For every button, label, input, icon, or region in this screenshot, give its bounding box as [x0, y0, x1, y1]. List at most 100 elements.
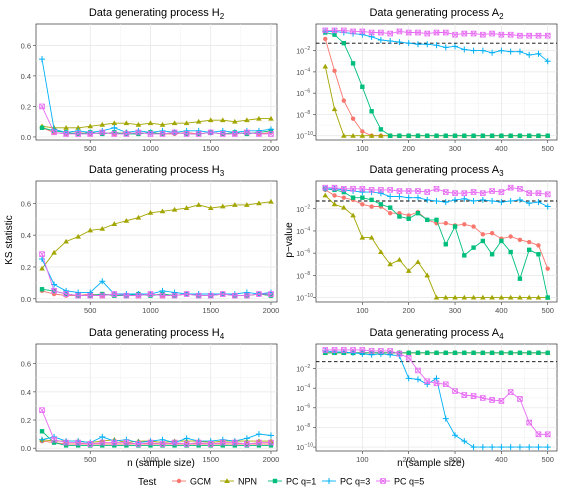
series-gcm	[323, 187, 550, 271]
data-point-pc-q-5	[498, 31, 505, 38]
data-point-npn	[171, 120, 178, 126]
data-point-pc-q-5	[507, 184, 514, 191]
data-point-pc-q-5	[526, 32, 532, 39]
data-point-pc-q-5	[123, 131, 130, 137]
data-point-pc-q-1	[545, 350, 550, 356]
data-point-pc-q-5	[171, 439, 178, 446]
data-point-pc-q-3	[359, 350, 366, 357]
y-tick-exponent: −2	[305, 204, 311, 210]
y-tick-label: 0.6	[21, 360, 31, 369]
data-point-pc-q-5	[396, 188, 403, 194]
data-point-pc-q-1	[434, 133, 439, 138]
y-tick-exponent: −10	[305, 293, 314, 299]
data-point-pc-q-3	[442, 199, 449, 206]
data-point-npn	[111, 120, 118, 126]
data-point-pc-q-5	[359, 28, 366, 35]
data-point-gcm	[369, 204, 374, 209]
data-point-pc-q-3	[255, 127, 262, 134]
data-point-pc-q-3	[39, 436, 46, 443]
data-point-npn	[256, 438, 262, 444]
data-point-pc-q-3	[489, 444, 496, 451]
y-tick-label: 0.4	[21, 72, 31, 81]
y-tick-exponent: −4	[305, 384, 311, 390]
data-point-gcm	[471, 224, 476, 229]
data-point-pc-q-3	[470, 197, 477, 204]
series-npn	[39, 198, 274, 271]
data-point-npn	[99, 438, 106, 444]
x-tick-label: 1500	[202, 144, 219, 153]
data-point-npn	[322, 63, 329, 69]
data-point-npn	[123, 120, 130, 126]
data-point-pc-q-5	[39, 103, 45, 110]
data-point-npn	[171, 206, 178, 212]
data-point-gcm	[323, 36, 328, 42]
data-point-pc-q-1	[406, 350, 411, 356]
data-point-pc-q-5	[498, 189, 505, 195]
data-point-pc-q-1	[378, 127, 384, 132]
data-point-npn	[498, 294, 505, 300]
data-point-pc-q-3	[243, 289, 250, 296]
data-point-npn	[256, 115, 262, 121]
data-point-pc-q-3	[544, 444, 551, 451]
data-point-pc-q-5	[99, 129, 106, 136]
data-point-npn	[341, 204, 347, 210]
data-point-npn	[461, 294, 468, 300]
data-point-pc-q-5	[183, 441, 190, 447]
data-point-npn	[195, 202, 202, 207]
data-point-pc-q-5	[159, 441, 166, 447]
data-point-gcm	[406, 213, 411, 218]
data-point-pc-q-3	[267, 432, 274, 439]
data-point-pc-q-5	[461, 30, 468, 37]
left-y-axis-label: KS statistic	[4, 215, 15, 264]
data-point-npn	[442, 294, 449, 300]
data-point-pc-q-5	[507, 389, 514, 395]
y-tick-label: 0.0	[21, 444, 31, 453]
data-point-npn	[99, 121, 106, 127]
data-point-pc-q-3	[414, 41, 421, 48]
data-point-pc-q-1	[499, 350, 504, 356]
series-line-npn	[41, 118, 271, 129]
data-point-pc-q-5	[405, 29, 412, 36]
y-tick-exponent: −8	[305, 110, 311, 116]
data-point-npn	[111, 221, 118, 226]
y-tick-exponent: −8	[305, 423, 311, 429]
data-point-pc-q-3	[535, 444, 542, 451]
data-point-pc-q-5	[544, 431, 551, 438]
y-tick-label: 0.2	[21, 102, 31, 111]
data-point-pc-q-5	[461, 392, 468, 398]
y-tick-label: 0.6	[21, 41, 31, 50]
data-point-npn	[75, 124, 81, 130]
x-tick-label: 400	[495, 144, 508, 153]
data-point-pc-q-1	[462, 133, 467, 138]
data-point-pc-q-1	[480, 238, 486, 244]
data-point-pc-q-1	[369, 197, 374, 203]
data-point-npn	[147, 210, 154, 215]
data-point-pc-q-1	[184, 443, 189, 448]
data-point-pc-q-1	[75, 443, 81, 448]
data-point-pc-q-5	[359, 347, 366, 353]
data-point-pc-q-3	[219, 436, 226, 443]
data-point-pc-q-5	[461, 190, 468, 197]
data-point-npn	[268, 198, 274, 204]
data-point-pc-q-5	[256, 131, 262, 137]
data-point-pc-q-5	[535, 32, 542, 39]
series-pc-q-5	[322, 184, 551, 198]
y-tick-exponent: −4	[305, 226, 311, 232]
data-point-pc-q-1	[415, 350, 421, 356]
x-tick-label: 500	[541, 144, 554, 153]
data-point-gcm	[341, 98, 347, 103]
data-point-npn	[405, 268, 412, 273]
data-point-pc-q-5	[359, 185, 366, 192]
data-point-pc-q-3	[123, 436, 130, 443]
data-point-pc-q-5	[87, 292, 94, 299]
data-point-pc-q-1	[397, 214, 402, 219]
legend-title: Test	[138, 477, 157, 488]
data-point-pc-q-5	[387, 187, 393, 193]
panel-h2-title: Data generating process H2	[89, 7, 225, 21]
data-point-npn	[183, 120, 190, 126]
y-tick-exponent: −8	[305, 271, 311, 277]
y-tick-label: 10	[296, 406, 304, 413]
data-point-pc-q-1	[220, 443, 225, 448]
